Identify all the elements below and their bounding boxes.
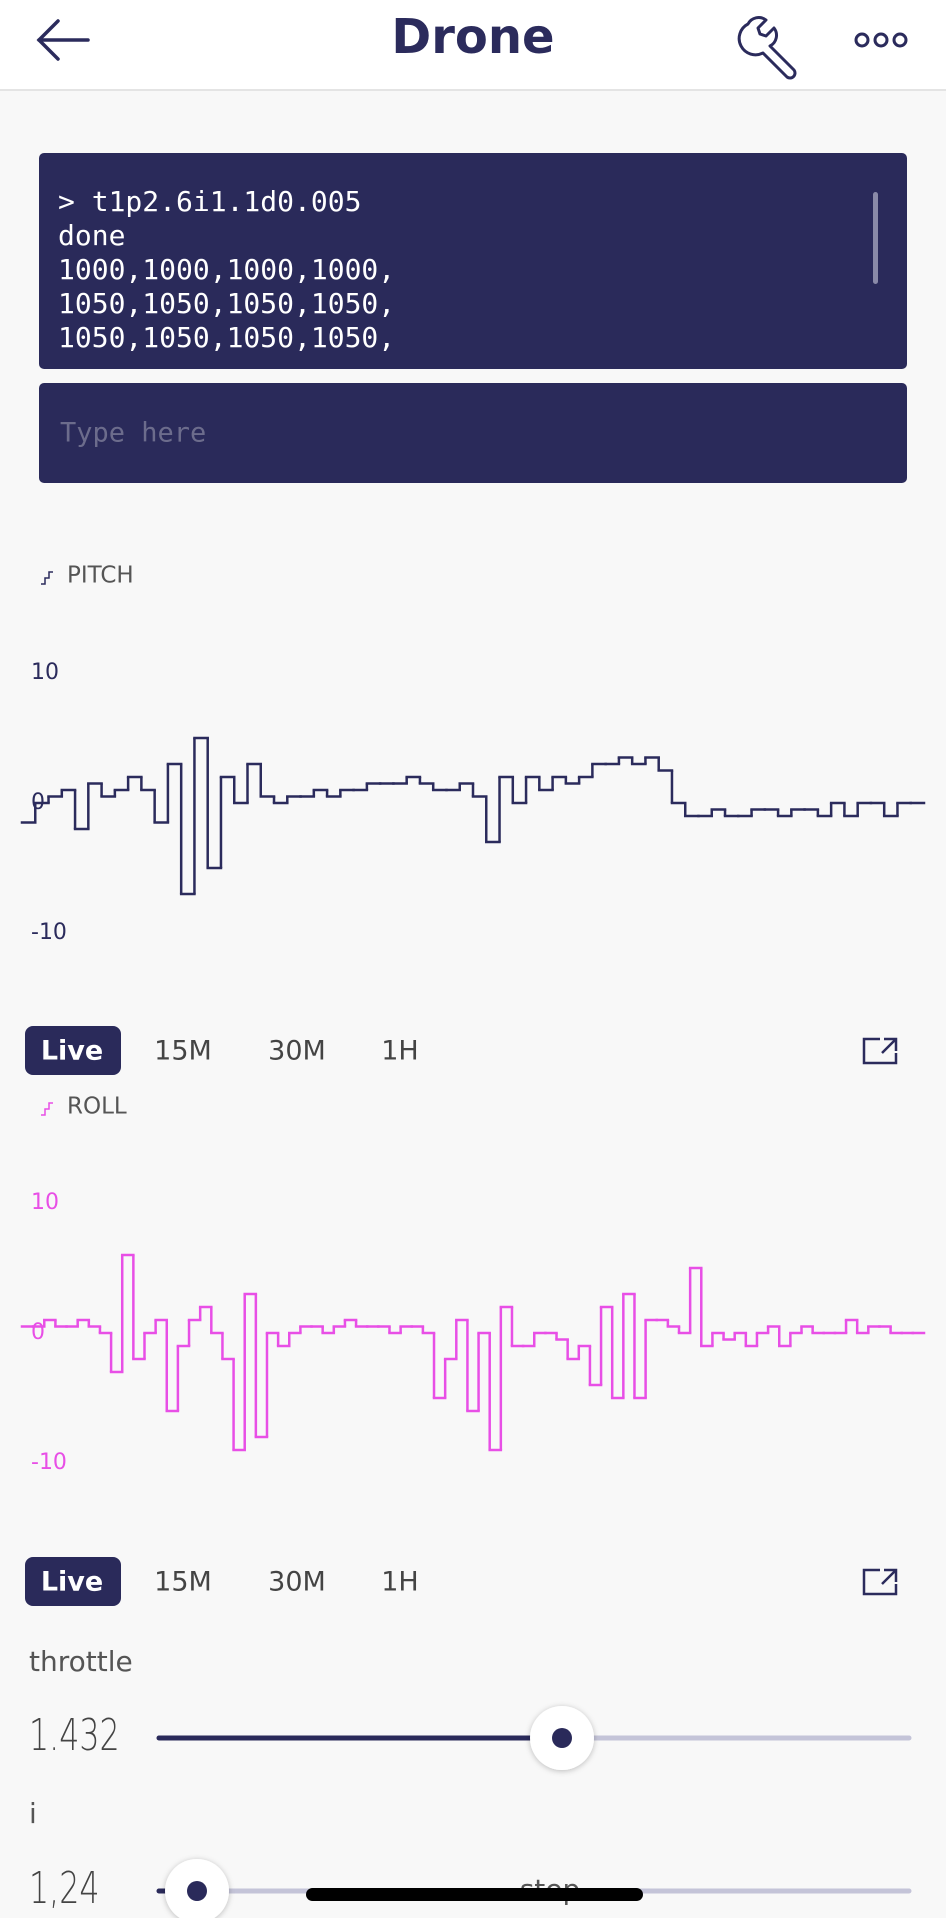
more-button[interactable] [854, 32, 908, 48]
slider-value: 1,24 [29, 1863, 100, 1915]
chart-icon [41, 1102, 53, 1116]
slider-label: throttle [29, 1645, 133, 1678]
terminal-line: done [58, 219, 125, 252]
terminal-output [39, 153, 907, 369]
terminal-input[interactable] [39, 383, 907, 483]
export-button[interactable] [862, 1568, 898, 1596]
slider-knob-dot [552, 1728, 572, 1748]
terminal-line: 1050,1050,1050,1050, [58, 321, 395, 354]
chart-icon [41, 571, 53, 585]
header-bar [0, 0, 946, 90]
y-tick-label: -10 [31, 920, 67, 945]
page-title: Drone [391, 9, 554, 65]
range-button[interactable]: 1H [381, 1567, 418, 1598]
settings-button[interactable] [737, 16, 797, 80]
slider-label: i [29, 1797, 37, 1830]
range-button-bg[interactable] [25, 1557, 121, 1606]
range-button[interactable]: Live [41, 1036, 103, 1067]
y-tick-label: 10 [31, 660, 59, 685]
range-button[interactable]: 30M [268, 1036, 326, 1067]
range-button-bg[interactable] [25, 1026, 121, 1075]
range-button[interactable]: 1H [381, 1036, 418, 1067]
y-tick-label: -10 [31, 1450, 67, 1475]
home-indicator [306, 1888, 643, 1901]
terminal-line: 1050,1050,1050,1050, [58, 287, 395, 320]
range-button[interactable]: 15M [154, 1036, 212, 1067]
range-button[interactable]: 15M [154, 1567, 212, 1598]
scrollbar [873, 192, 878, 284]
y-tick-label: 0 [31, 1320, 45, 1345]
terminal-line: > t1p2.6i1.1d0.005 [58, 185, 361, 218]
chart-label: ROLL [67, 1094, 127, 1120]
range-button[interactable]: Live [41, 1567, 103, 1598]
terminal-line: 1000,1000,1000,1000, [58, 253, 395, 286]
back-button[interactable] [36, 19, 90, 61]
chart-label: PITCH [67, 563, 134, 589]
y-tick-label: 10 [31, 1190, 59, 1215]
input-placeholder: Type here [60, 418, 206, 449]
export-button[interactable] [862, 1037, 898, 1065]
slider-value: 1.432 [29, 1710, 120, 1762]
slider-knob-dot [187, 1881, 207, 1901]
range-button[interactable]: 30M [268, 1567, 326, 1598]
